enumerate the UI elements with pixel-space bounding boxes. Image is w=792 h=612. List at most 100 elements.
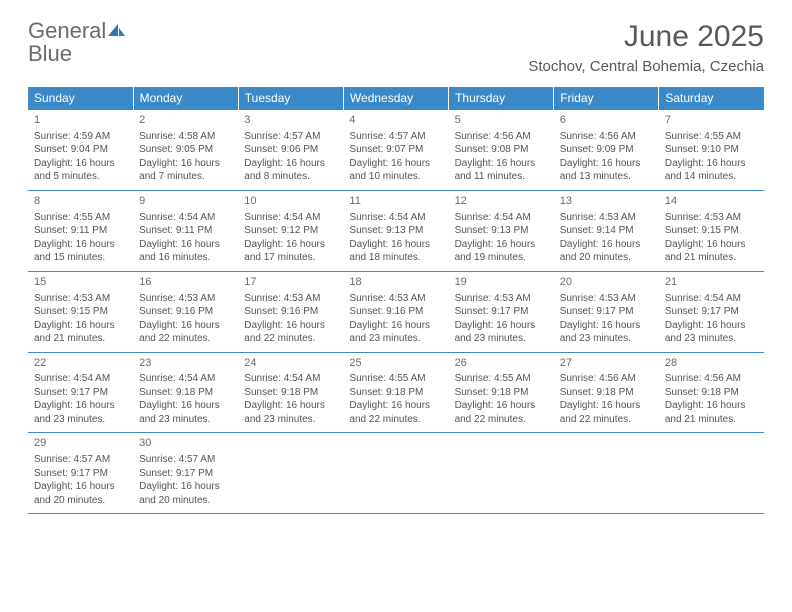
calendar-cell: 28Sunrise: 4:56 AMSunset: 9:18 PMDayligh… [659,352,764,433]
day-number: 8 [34,194,127,209]
sunset-text: Sunset: 9:07 PM [349,143,442,157]
brand-logo: General Blue [28,20,126,66]
day-number: 3 [244,113,337,128]
calendar-cell: 29Sunrise: 4:57 AMSunset: 9:17 PMDayligh… [28,433,133,514]
sunset-text: Sunset: 9:11 PM [139,224,232,238]
weekday-header: Monday [133,87,238,110]
daylight-text: Daylight: 16 hours and 10 minutes. [349,157,442,184]
daylight-text: Daylight: 16 hours and 7 minutes. [139,157,232,184]
daylight-text: Daylight: 16 hours and 22 minutes. [560,399,653,426]
sunset-text: Sunset: 9:13 PM [455,224,548,238]
day-number: 19 [455,275,548,290]
sunset-text: Sunset: 9:13 PM [349,224,442,238]
daylight-text: Daylight: 16 hours and 21 minutes. [34,319,127,346]
sunrise-text: Sunrise: 4:57 AM [244,130,337,144]
sunrise-text: Sunrise: 4:56 AM [560,372,653,386]
calendar-cell: 16Sunrise: 4:53 AMSunset: 9:16 PMDayligh… [133,271,238,352]
sunrise-text: Sunrise: 4:56 AM [455,130,548,144]
sunset-text: Sunset: 9:17 PM [455,305,548,319]
day-number: 17 [244,275,337,290]
sunset-text: Sunset: 9:15 PM [34,305,127,319]
logo-text: General Blue [28,20,126,66]
sunrise-text: Sunrise: 4:53 AM [560,211,653,225]
daylight-text: Daylight: 16 hours and 13 minutes. [560,157,653,184]
day-number: 27 [560,356,653,371]
sunset-text: Sunset: 9:16 PM [139,305,232,319]
day-number: 12 [455,194,548,209]
calendar-cell: 3Sunrise: 4:57 AMSunset: 9:06 PMDaylight… [238,110,343,191]
daylight-text: Daylight: 16 hours and 11 minutes. [455,157,548,184]
brand-part2: Blue [28,41,72,66]
calendar-cell [659,433,764,514]
weekday-header: Saturday [659,87,764,110]
calendar-row: 29Sunrise: 4:57 AMSunset: 9:17 PMDayligh… [28,433,764,514]
daylight-text: Daylight: 16 hours and 19 minutes. [455,238,548,265]
calendar-cell: 6Sunrise: 4:56 AMSunset: 9:09 PMDaylight… [554,110,659,191]
daylight-text: Daylight: 16 hours and 21 minutes. [665,238,758,265]
title-block: June 2025 Stochov, Central Bohemia, Czec… [528,20,764,75]
sunrise-text: Sunrise: 4:54 AM [665,292,758,306]
sunrise-text: Sunrise: 4:55 AM [34,211,127,225]
daylight-text: Daylight: 16 hours and 22 minutes. [139,319,232,346]
calendar-page: General Blue June 2025 Stochov, Central … [0,0,792,534]
sunrise-text: Sunrise: 4:54 AM [455,211,548,225]
day-number: 23 [139,356,232,371]
day-number: 28 [665,356,758,371]
day-number: 24 [244,356,337,371]
daylight-text: Daylight: 16 hours and 14 minutes. [665,157,758,184]
sunrise-text: Sunrise: 4:53 AM [665,211,758,225]
weekday-header: Wednesday [343,87,448,110]
daylight-text: Daylight: 16 hours and 16 minutes. [139,238,232,265]
weekday-header: Thursday [449,87,554,110]
sunset-text: Sunset: 9:09 PM [560,143,653,157]
day-number: 9 [139,194,232,209]
calendar-cell: 11Sunrise: 4:54 AMSunset: 9:13 PMDayligh… [343,190,448,271]
calendar-cell [449,433,554,514]
month-title: June 2025 [528,20,764,54]
sunrise-text: Sunrise: 4:57 AM [139,453,232,467]
brand-part1: General [28,18,106,43]
sunset-text: Sunset: 9:18 PM [665,386,758,400]
sunrise-text: Sunrise: 4:57 AM [34,453,127,467]
calendar-cell: 23Sunrise: 4:54 AMSunset: 9:18 PMDayligh… [133,352,238,433]
daylight-text: Daylight: 16 hours and 21 minutes. [665,399,758,426]
day-number: 5 [455,113,548,128]
sunrise-text: Sunrise: 4:54 AM [34,372,127,386]
sunset-text: Sunset: 9:06 PM [244,143,337,157]
day-number: 30 [139,436,232,451]
day-number: 29 [34,436,127,451]
sunset-text: Sunset: 9:04 PM [34,143,127,157]
day-number: 4 [349,113,442,128]
day-number: 20 [560,275,653,290]
sunrise-text: Sunrise: 4:55 AM [455,372,548,386]
sunrise-text: Sunrise: 4:55 AM [665,130,758,144]
calendar-cell: 17Sunrise: 4:53 AMSunset: 9:16 PMDayligh… [238,271,343,352]
daylight-text: Daylight: 16 hours and 23 minutes. [139,399,232,426]
calendar-cell: 24Sunrise: 4:54 AMSunset: 9:18 PMDayligh… [238,352,343,433]
calendar-cell: 15Sunrise: 4:53 AMSunset: 9:15 PMDayligh… [28,271,133,352]
sunset-text: Sunset: 9:17 PM [665,305,758,319]
sunset-text: Sunset: 9:18 PM [244,386,337,400]
sunrise-text: Sunrise: 4:56 AM [560,130,653,144]
calendar-cell: 14Sunrise: 4:53 AMSunset: 9:15 PMDayligh… [659,190,764,271]
day-number: 7 [665,113,758,128]
daylight-text: Daylight: 16 hours and 5 minutes. [34,157,127,184]
calendar-cell: 7Sunrise: 4:55 AMSunset: 9:10 PMDaylight… [659,110,764,191]
daylight-text: Daylight: 16 hours and 15 minutes. [34,238,127,265]
calendar-cell: 8Sunrise: 4:55 AMSunset: 9:11 PMDaylight… [28,190,133,271]
calendar-row: 8Sunrise: 4:55 AMSunset: 9:11 PMDaylight… [28,190,764,271]
sunrise-text: Sunrise: 4:55 AM [349,372,442,386]
sunset-text: Sunset: 9:18 PM [455,386,548,400]
daylight-text: Daylight: 16 hours and 23 minutes. [665,319,758,346]
calendar-cell: 13Sunrise: 4:53 AMSunset: 9:14 PMDayligh… [554,190,659,271]
calendar-cell: 4 Sunrise: 4:57 AMSunset: 9:07 PMDaylight… [343,110,448,191]
logo-sail-icon [106,22,126,43]
sunrise-text: Sunrise: 4:59 AM [34,130,127,144]
calendar-cell: 27Sunrise: 4:56 AMSunset: 9:18 PMDayligh… [554,352,659,433]
sunrise-text: Sunrise: 4:57 AM [349,130,442,144]
daylight-text: Daylight: 16 hours and 23 minutes. [244,399,337,426]
calendar-cell: 30Sunrise: 4:57 AMSunset: 9:17 PMDayligh… [133,433,238,514]
weekday-header: Sunday [28,87,133,110]
sunrise-text: Sunrise: 4:53 AM [244,292,337,306]
header: General Blue June 2025 Stochov, Central … [28,20,764,75]
